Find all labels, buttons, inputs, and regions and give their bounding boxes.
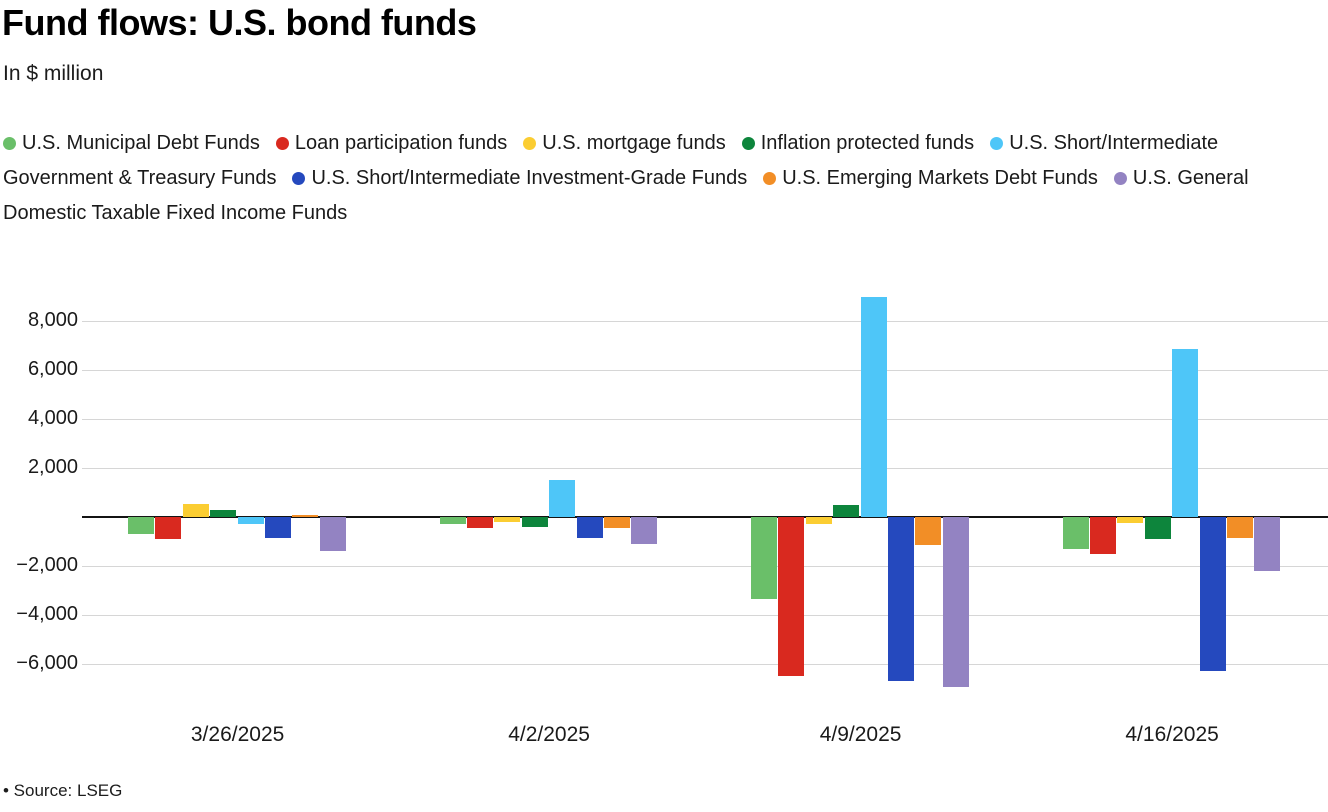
legend-item: U.S. Short/Intermediate Investment-Grade… bbox=[292, 167, 747, 189]
bar bbox=[1199, 517, 1226, 672]
bar bbox=[1089, 517, 1116, 554]
y-axis-tick-label: 6,000 bbox=[27, 358, 78, 380]
legend-label: U.S. Municipal Debt Funds bbox=[22, 132, 260, 154]
bar bbox=[466, 517, 493, 529]
source-note: • Source: LSEG bbox=[3, 781, 123, 800]
legend-dot-icon bbox=[1113, 172, 1127, 185]
bar bbox=[292, 515, 319, 517]
legend-item: U.S. mortgage funds bbox=[523, 132, 726, 154]
bar bbox=[210, 510, 237, 517]
bar bbox=[521, 517, 548, 527]
legend-label: U.S. Short/Intermediate Investment-Grade… bbox=[311, 167, 748, 189]
bar bbox=[778, 517, 805, 677]
gridline bbox=[82, 321, 1328, 322]
bar bbox=[182, 503, 209, 517]
bar bbox=[155, 517, 182, 540]
bar bbox=[1226, 517, 1253, 538]
bar bbox=[888, 517, 914, 682]
legend-dot-icon bbox=[3, 137, 16, 150]
legend-dot-icon bbox=[763, 172, 777, 185]
legend-label: U.S. General Domestic Taxable Fixed Inco… bbox=[3, 167, 1249, 224]
bar bbox=[1254, 517, 1281, 571]
legend-dot-icon bbox=[990, 137, 1004, 150]
bar bbox=[1062, 517, 1089, 549]
legend-dot-icon bbox=[292, 172, 306, 185]
legend-item: Loan participation funds bbox=[275, 132, 508, 154]
bar bbox=[128, 517, 154, 535]
gridline bbox=[82, 664, 1328, 665]
bar bbox=[319, 517, 346, 552]
zero-axis-line bbox=[82, 516, 1328, 518]
bar bbox=[942, 517, 969, 688]
legend-dot-icon bbox=[741, 137, 755, 150]
bar bbox=[237, 517, 264, 524]
chart-title: Fund flows: U.S. bond funds bbox=[2, 2, 477, 43]
chart-subtitle: In $ million bbox=[3, 62, 104, 85]
legend-dot-icon bbox=[275, 137, 289, 150]
legend-label: Loan participation funds bbox=[294, 132, 508, 154]
y-axis-tick-label: −6,000 bbox=[16, 652, 78, 674]
bar bbox=[833, 505, 860, 517]
legend-dot-icon bbox=[523, 137, 537, 150]
legend: U.S. Municipal Debt Funds Loan participat… bbox=[3, 126, 1325, 231]
gridline bbox=[82, 419, 1328, 420]
x-axis-tick-label: 3/26/2025 bbox=[190, 723, 285, 746]
x-axis-tick-label: 4/2/2025 bbox=[508, 723, 590, 746]
bar bbox=[805, 517, 832, 524]
gridline bbox=[82, 615, 1328, 616]
bar bbox=[915, 517, 942, 546]
y-axis-tick-label: 2,000 bbox=[27, 456, 78, 478]
gridline bbox=[82, 370, 1328, 371]
bar bbox=[1117, 517, 1144, 524]
x-axis-tick-label: 4/16/2025 bbox=[1125, 723, 1219, 746]
legend-item: U.S. Emerging Markets Debt Funds bbox=[763, 167, 1098, 189]
legend-label: U.S. Short/Intermediate Government & Tre… bbox=[3, 132, 1219, 189]
bar bbox=[1144, 517, 1171, 540]
legend-label: U.S. mortgage funds bbox=[542, 132, 726, 154]
gridline bbox=[82, 468, 1328, 469]
y-axis-tick-label: 8,000 bbox=[27, 309, 78, 331]
bar bbox=[860, 296, 887, 517]
legend-label: U.S. Emerging Markets Debt Funds bbox=[782, 167, 1098, 189]
bar bbox=[751, 517, 777, 600]
legend-item: U.S. General Domestic Taxable Fixed Inco… bbox=[3, 167, 1249, 224]
y-axis-tick-label: 4,000 bbox=[27, 407, 78, 429]
y-axis-tick-label: −4,000 bbox=[16, 603, 78, 625]
legend-label: Inflation protected funds bbox=[760, 132, 975, 154]
x-axis-tick-label: 4/9/2025 bbox=[819, 723, 902, 746]
bar bbox=[439, 517, 466, 525]
bar bbox=[576, 517, 603, 538]
y-axis-tick-label: −2,000 bbox=[16, 554, 78, 576]
gridline bbox=[82, 566, 1328, 567]
bar bbox=[631, 517, 658, 544]
legend-item: U.S. Municipal Debt Funds bbox=[3, 132, 260, 154]
legend-item: U.S. Short/Intermediate Government & Tre… bbox=[3, 132, 1218, 189]
bar bbox=[603, 517, 630, 529]
bar bbox=[494, 517, 521, 522]
legend-item: Inflation protected funds bbox=[741, 132, 975, 154]
bar bbox=[265, 517, 291, 538]
bar bbox=[549, 480, 576, 517]
bar bbox=[1172, 349, 1199, 517]
